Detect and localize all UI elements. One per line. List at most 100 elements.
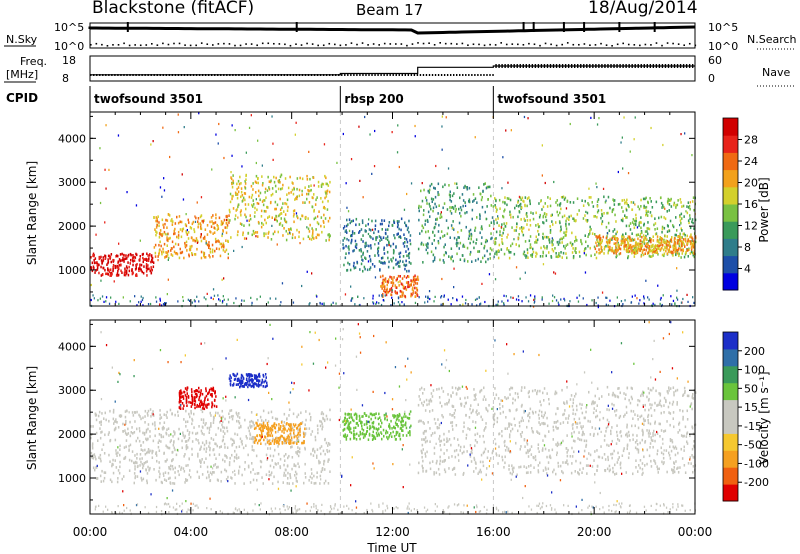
echo-cell [560,225,562,229]
echo-cell [179,390,181,393]
nave-point [253,74,255,76]
echo-cell [691,237,694,241]
echo-cell [642,430,644,434]
echo-cell [320,184,323,187]
echo-cell [209,255,211,259]
echo-cell [399,259,401,263]
echo-cell [431,242,433,245]
echo-cell [541,174,543,177]
echo-cell [555,421,557,424]
nsearch-point [605,44,608,46]
echo-cell [307,227,310,231]
nave-point [446,74,449,76]
echo-cell [404,237,406,240]
echo-cell [421,464,423,468]
echo-cell [632,248,635,252]
echo-cell [173,440,175,443]
echo-cell [601,222,603,226]
echo-cell [205,403,207,407]
echo-cell [371,219,373,223]
echo-cell [634,244,637,248]
echo-cell [524,219,526,222]
echo-cell [605,303,607,306]
echo-cell [142,477,145,481]
echo-cell [157,445,160,449]
echo-cell [599,237,601,240]
echo-cell [388,244,390,247]
echo-cell [526,251,529,255]
echo-cell [601,220,604,223]
echo-cell [413,283,415,287]
echo-cell [637,418,639,421]
echo-cell [284,459,286,462]
echo-cell [250,374,252,378]
echo-cell [536,241,538,244]
echo-cell [323,462,325,466]
echo-cell [133,431,136,434]
echo-cell [535,239,537,242]
echo-cell [283,217,286,221]
nsearch-point [400,43,403,45]
echo-cell [673,238,676,242]
echo-cell [421,199,424,203]
echo-cell [290,446,292,449]
echo-cell [492,406,495,409]
echo-cell [596,210,599,214]
echo-cell [293,213,295,216]
nsearch-point [500,42,502,44]
nave-point [480,74,482,76]
echo-cell [629,237,631,240]
echo-cell [645,279,647,282]
echo-cell [428,191,430,194]
echo-cell [126,266,128,270]
echo-cell [92,454,94,457]
echo-cell [635,252,637,255]
echo-cell [302,201,304,204]
echo-cell [535,240,537,244]
power-echoes [90,112,697,309]
echo-cell [325,195,328,198]
nave-point [341,74,343,76]
nave-point [359,74,361,76]
echo-cell [493,227,495,230]
echo-cell [689,242,692,246]
echo-cell [661,225,664,229]
echo-cell [614,213,616,217]
echo-cell [126,257,128,260]
echo-cell [604,200,607,204]
echo-cell [208,445,210,448]
echo-cell [270,471,273,474]
echo-cell [100,459,102,463]
echo-cell [549,204,552,208]
echo-cell [188,436,191,440]
echo-cell [282,183,284,187]
echo-cell [232,207,235,210]
echo-cell [149,253,151,256]
echo-cell [186,404,188,407]
echo-cell [158,224,160,228]
echo-cell [96,268,99,271]
echo-cell [403,287,406,290]
echo-cell [680,244,683,248]
echo-cell [627,249,629,252]
echo-cell [476,201,478,204]
echo-cell [617,243,620,246]
echo-cell [608,229,611,232]
echo-cell [171,247,173,250]
echo-cell [95,477,98,480]
echo-cell [174,448,176,452]
nave-point [147,74,149,76]
echo-cell [392,256,394,260]
echo-cell [314,435,317,439]
echo-cell [659,302,661,305]
echo-cell [200,214,203,217]
echo-cell [500,248,503,251]
nave-point [673,64,676,68]
nsearch-point [661,44,663,47]
echo-cell [237,203,240,206]
echo-cell [261,164,263,167]
echo-cell [150,255,153,258]
nsearch-point [472,43,475,46]
echo-cell [624,245,626,248]
echo-cell [156,231,158,234]
